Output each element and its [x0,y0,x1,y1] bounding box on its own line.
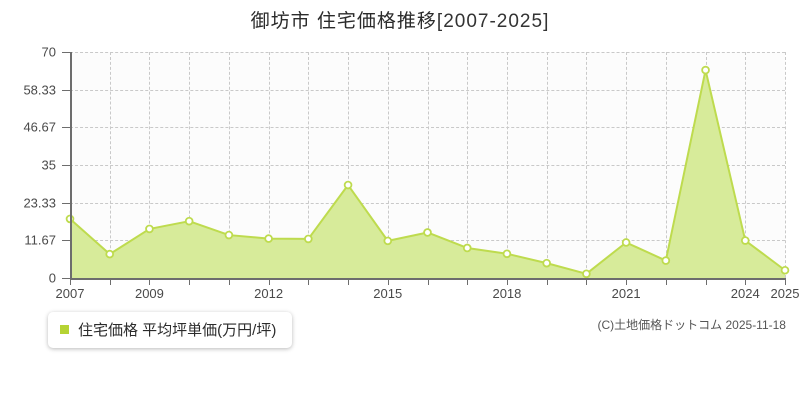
x-axis-tick-label: 2021 [611,286,641,301]
x-axis-tick-label: 2025 [770,286,800,301]
data-point-marker[interactable] [383,236,393,246]
data-point-marker[interactable] [701,65,710,75]
legend-swatch-icon [60,325,69,334]
x-axis-tick [785,278,786,285]
x-axis-tick [586,278,588,285]
y-axis-tick [62,240,70,242]
x-axis-tick [745,278,747,285]
legend[interactable]: 住宅価格 平均坪単価(万円/坪) [48,312,293,348]
x-axis-tick [348,278,350,285]
x-axis-tick [308,278,310,285]
x-axis-tick [467,278,469,285]
data-point-marker[interactable] [661,256,671,265]
data-point-marker[interactable] [423,228,432,237]
x-axis-tick-label: 2015 [373,286,403,301]
x-axis-tick [109,278,111,285]
gridline-vertical [228,52,230,278]
x-axis-tick [268,278,270,285]
gridline-vertical [586,52,588,278]
gridline-vertical [506,52,508,278]
x-axis-tick-label: 2018 [492,286,522,301]
gridline-vertical [308,52,310,278]
x-axis-tick [626,278,628,285]
gridline-vertical [785,52,786,278]
x-axis-tick [189,278,191,285]
gridline-vertical [189,52,191,278]
y-axis-tick [62,202,70,204]
gridline-vertical [546,52,548,278]
legend-label: 住宅価格 平均坪単価(万円/坪) [78,322,277,339]
data-point-marker[interactable] [264,234,273,243]
gridline-vertical [109,52,111,278]
y-axis-tick-label: 35 [41,157,56,173]
gridline-vertical [665,52,667,278]
x-axis-tick [387,278,389,285]
gridline-vertical [149,52,151,278]
data-point-marker[interactable] [462,243,472,253]
data-point-marker[interactable] [502,249,512,259]
credit-text: (C)土地価格ドットコム 2025-11-18 [597,318,787,332]
x-axis-tick-label: 2012 [254,286,284,301]
x-axis-tick [705,278,707,285]
series-area-chart [65,65,790,279]
gridline-vertical [268,52,270,278]
data-point-marker[interactable] [343,180,353,190]
data-point-marker[interactable] [582,269,591,279]
y-axis-tick-label: 0 [48,270,56,286]
x-axis-tick [70,278,71,285]
data-point-marker[interactable] [145,224,154,234]
y-axis-tick [62,127,70,129]
page-title: 御坊市 住宅価格推移[2007-2025] [0,6,800,33]
x-axis-tick-label: 2024 [730,286,760,301]
data-point-marker[interactable] [542,258,551,268]
y-axis-tick-label: 11.67 [24,232,56,248]
gridline-vertical [467,52,469,278]
data-point-marker[interactable] [105,249,115,259]
x-axis-tick [228,278,230,285]
gridline-vertical [348,52,350,278]
plot-area [65,52,790,279]
gridline-vertical [626,52,628,278]
y-axis-tick [62,278,70,279]
x-axis-tick [427,278,429,285]
y-axis-tick-label: 46.67 [23,119,56,135]
y-axis-tick-label: 70 [41,44,56,60]
gridline-vertical [387,52,389,278]
data-point-marker[interactable] [621,238,631,247]
chart-title-range: [2007-2025] [436,11,550,32]
x-axis-tick [665,278,667,285]
x-axis-tick [506,278,508,285]
x-axis-tick [149,278,151,285]
y-axis [70,52,72,279]
data-point-marker[interactable] [780,265,790,275]
y-axis-tick [62,89,70,91]
chart-title-place: 御坊市 住宅価格推移 [250,11,437,32]
y-axis-tick [62,52,70,53]
gridline-vertical [427,52,429,278]
data-point-marker[interactable] [304,234,313,244]
data-point-marker[interactable] [740,236,750,245]
x-axis-tick-label: 2007 [55,286,85,301]
y-axis-tick-label: 23.33 [23,195,56,211]
y-axis-tick-label: 58.33 [23,82,56,98]
x-axis-tick [546,278,548,285]
data-point-marker[interactable] [224,230,234,240]
gridline-vertical [745,52,747,278]
x-axis-tick-label: 2009 [134,286,164,301]
data-point-marker[interactable] [184,216,194,226]
series-area-fill [70,70,785,278]
y-axis-tick [62,165,70,166]
